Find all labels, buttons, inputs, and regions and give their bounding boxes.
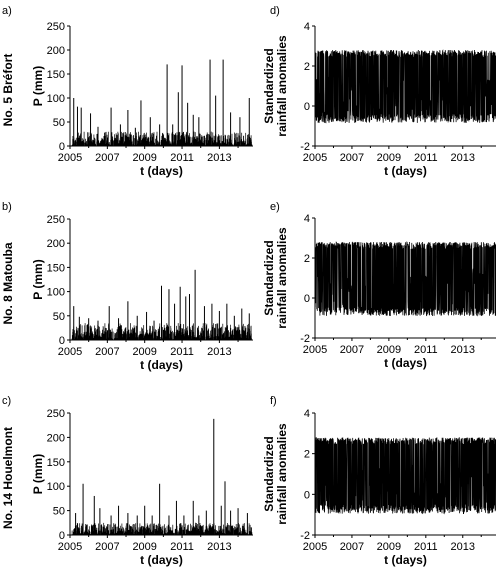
y-tick-label: 2 <box>304 449 310 461</box>
x-tick-label: 2007 <box>95 152 119 164</box>
panel-label: c) <box>2 395 11 407</box>
station-label: No. 8 Matouba <box>1 242 15 324</box>
x-tick-label: 2009 <box>377 152 401 164</box>
y-tick-label: 100 <box>47 93 65 105</box>
station-label: No. 5 Bréfort <box>1 54 15 127</box>
y-tick-label: 150 <box>47 262 65 274</box>
y-tick-label: 50 <box>53 506 65 518</box>
y-tick-label: 0 <box>304 489 310 501</box>
x-tick-label: 2005 <box>303 541 327 553</box>
y-axis-label-line1: Standardized <box>262 240 276 315</box>
y-tick-label: 100 <box>47 287 65 299</box>
x-tick-label: 2013 <box>451 541 475 553</box>
y-tick-label: 0 <box>304 101 310 113</box>
x-tick-label: 2009 <box>377 541 401 553</box>
x-tick-label: 2011 <box>414 541 438 553</box>
x-tick-label: 2011 <box>170 346 194 358</box>
panel-label: e) <box>270 201 280 213</box>
y-tick-label: 250 <box>47 21 65 33</box>
y-axis-label-line2: rainfall anomalies <box>275 227 289 329</box>
y-tick-label: 2 <box>304 253 310 265</box>
y-tick-label: 150 <box>47 457 65 469</box>
panel-label: a) <box>2 5 12 17</box>
y-tick-label: 4 <box>304 213 310 225</box>
x-tick-label: 2007 <box>95 541 119 553</box>
x-tick-label: 2005 <box>303 344 327 356</box>
y-axis-label: P (mm) <box>31 454 45 494</box>
y-tick-label: 50 <box>53 311 65 323</box>
x-tick-label: 2013 <box>207 346 231 358</box>
anomaly-series-line <box>314 241 496 317</box>
y-tick-label: -2 <box>300 141 310 153</box>
x-tick-label: 2007 <box>95 346 119 358</box>
y-tick-label: 150 <box>47 69 65 81</box>
x-tick-label: 2005 <box>58 152 82 164</box>
x-tick-label: 2011 <box>414 344 438 356</box>
x-axis-label: t (days) <box>140 164 183 178</box>
panel-label: b) <box>2 201 12 213</box>
y-tick-label: 200 <box>47 432 65 444</box>
x-tick-label: 2009 <box>132 152 156 164</box>
y-axis-label-line2: rainfall anomalies <box>275 423 289 525</box>
y-tick-label: 250 <box>47 214 65 226</box>
anomaly-series-line <box>314 437 496 515</box>
x-tick-label: 2005 <box>303 152 327 164</box>
y-tick-label: 200 <box>47 238 65 250</box>
panel-label: d) <box>270 5 280 17</box>
y-axis-label: P (mm) <box>31 66 45 106</box>
x-tick-label: 2007 <box>340 541 364 553</box>
x-axis-label: t (days) <box>384 553 427 567</box>
x-tick-label: 2011 <box>170 152 194 164</box>
y-tick-label: 0 <box>59 335 65 347</box>
panel-label: f) <box>270 395 277 407</box>
daily-rainfall-bars <box>71 131 253 146</box>
y-axis-label: P (mm) <box>31 259 45 299</box>
y-tick-label: 2 <box>304 61 310 73</box>
y-tick-label: 4 <box>304 408 310 420</box>
x-tick-label: 2007 <box>340 344 364 356</box>
y-tick-label: 0 <box>59 530 65 542</box>
x-tick-label: 2013 <box>451 344 475 356</box>
anomaly-series-line <box>314 49 496 124</box>
y-tick-label: 200 <box>47 45 65 57</box>
x-tick-label: 2013 <box>207 541 231 553</box>
y-tick-label: 0 <box>304 293 310 305</box>
y-axis-label-line1: Standardized <box>262 436 276 511</box>
y-axis-label-line2: rainfall anomalies <box>275 35 289 137</box>
station-label: No. 14 Houelmont <box>1 427 15 529</box>
x-axis-label: t (days) <box>384 356 427 370</box>
y-tick-label: 0 <box>59 141 65 153</box>
y-tick-label: -2 <box>300 530 310 542</box>
x-tick-label: 2005 <box>58 346 82 358</box>
x-tick-label: 2005 <box>58 541 82 553</box>
x-tick-label: 2013 <box>207 152 231 164</box>
x-tick-label: 2011 <box>414 152 438 164</box>
y-tick-label: -2 <box>300 333 310 345</box>
x-tick-label: 2009 <box>132 346 156 358</box>
y-axis-label-line1: Standardized <box>262 48 276 123</box>
y-tick-label: 50 <box>53 117 65 129</box>
x-tick-label: 2011 <box>170 541 194 553</box>
y-tick-label: 100 <box>47 481 65 493</box>
x-tick-label: 2007 <box>340 152 364 164</box>
y-tick-label: 4 <box>304 21 310 33</box>
x-tick-label: 2013 <box>451 152 475 164</box>
y-tick-label: 250 <box>47 408 65 420</box>
x-axis-label: t (days) <box>384 164 427 178</box>
x-axis-label: t (days) <box>140 358 183 372</box>
x-axis-label: t (days) <box>140 553 183 567</box>
x-tick-label: 2009 <box>377 344 401 356</box>
x-tick-label: 2009 <box>132 541 156 553</box>
